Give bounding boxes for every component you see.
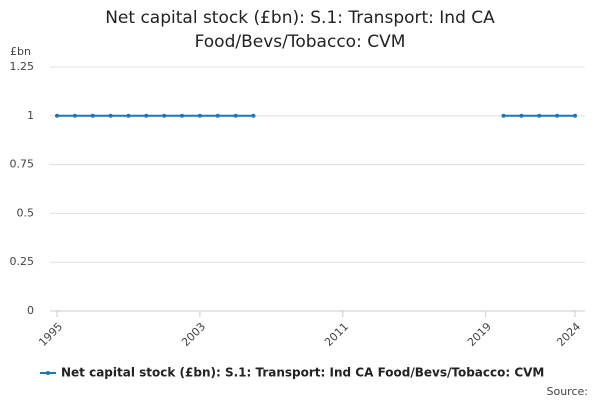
y-tick-label: 1.25: [10, 60, 35, 73]
point: [90, 113, 95, 118]
y-tick-label: 0.75: [10, 158, 35, 171]
legend-swatch-dot: [46, 371, 50, 375]
point: [519, 113, 524, 118]
x-tick-label: 2019: [465, 320, 494, 349]
point: [215, 113, 220, 118]
y-tick-label: 0.5: [17, 206, 35, 219]
x-tick-label: 1995: [36, 320, 65, 349]
source: Source:: [547, 385, 589, 398]
point: [126, 113, 131, 118]
y-unit: £bn: [10, 45, 31, 58]
y-tick-label: 0.25: [10, 255, 35, 268]
y-tick-label: 0: [27, 304, 34, 317]
chart-title: Net capital stock (£bn): S.1: Transport:…: [105, 8, 495, 52]
point: [251, 113, 256, 118]
point: [144, 113, 149, 118]
point: [197, 113, 202, 118]
point: [108, 113, 113, 118]
point: [180, 113, 185, 118]
point: [162, 113, 167, 118]
legend-label: Net capital stock (£bn): S.1: Transport:…: [61, 366, 544, 380]
point: [537, 113, 542, 118]
y-tick-label: 1: [27, 109, 34, 122]
x-tick-label: 2024: [554, 320, 583, 349]
point: [55, 113, 59, 118]
point: [501, 113, 506, 118]
x-tick-label: 2003: [179, 320, 208, 349]
point: [573, 113, 577, 118]
x-tick-label: 2011: [322, 320, 351, 349]
point: [72, 113, 77, 118]
point: [555, 113, 560, 118]
point: [233, 113, 238, 118]
